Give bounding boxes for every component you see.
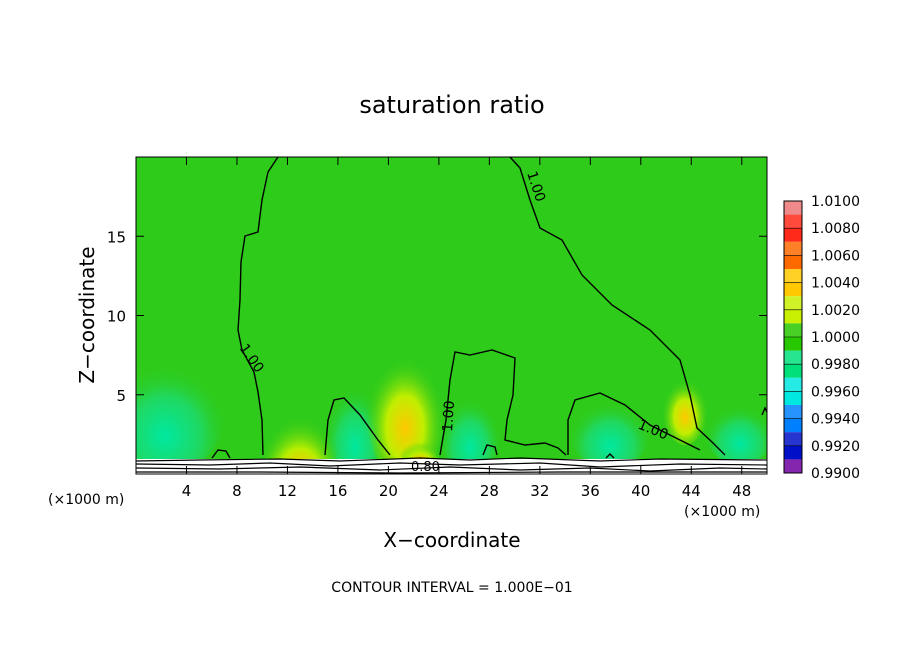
x-unit-left: (×1000 m) [48, 492, 124, 508]
contour-bump3 [567, 392, 701, 455]
colorbar: 1.0100 1.0080 1.0060 1.0040 1.0020 1.0000 0.99… [783, 194, 860, 482]
contour-left [237, 157, 279, 456]
contour-blip [761, 406, 767, 416]
colorbar-label: 0.9940 [811, 412, 860, 428]
x-axis-label: X−coordinate [383, 528, 520, 552]
colorbar-swatch [784, 391, 802, 405]
surface-contours [136, 457, 767, 474]
contour-interval-note: CONTOUR INTERVAL = 1.000E−01 [331, 580, 572, 596]
colorbar-swatch [784, 255, 802, 269]
colorbar-swatch [784, 337, 802, 351]
colorbar-label: 1.0000 [811, 330, 860, 346]
moist-patch [570, 390, 650, 470]
colorbar-label: 1.0100 [811, 194, 860, 210]
colorbar-swatch [784, 228, 802, 242]
colorbar-swatch [784, 418, 802, 433]
contour-blip [605, 453, 615, 459]
x-tick-label: 24 [429, 482, 448, 500]
colorbar-swatch [784, 364, 802, 378]
warm-patch [262, 380, 338, 474]
colorbar-label: 0.9960 [811, 384, 860, 400]
chart-title: saturation ratio [359, 91, 544, 119]
contour-label: 1.00 [440, 400, 458, 432]
moist-patch [705, 395, 767, 465]
x-tick-label: 16 [328, 482, 347, 500]
colorbar-swatch [784, 350, 802, 365]
contour-blip [482, 444, 498, 456]
colorbar-swatch [784, 282, 802, 297]
colorbar-swatch [784, 377, 802, 392]
y-axis-ticks: 5 10 15 [107, 228, 767, 405]
colorbar-label: 0.9920 [811, 439, 860, 455]
colorbar-swatch [784, 459, 802, 473]
warm-patch [663, 375, 707, 445]
contour-blip [211, 449, 231, 459]
colorbar-swatch [784, 269, 802, 283]
contour-label: 0.80 [411, 460, 440, 475]
x-tick-label: 44 [682, 482, 701, 500]
contour-bump1 [324, 397, 391, 456]
colorbar-label: 0.9900 [811, 466, 860, 482]
x-tick-label: 12 [278, 482, 297, 500]
colorbar-label: 1.0020 [811, 303, 860, 319]
y-tick-label: 15 [107, 228, 126, 246]
x-tick-label: 40 [631, 482, 650, 500]
colorbar-label: 1.0040 [811, 276, 860, 292]
contour-bump2 [439, 349, 567, 456]
x-tick-label: 4 [182, 482, 192, 500]
colorbar-label: 1.0080 [811, 221, 860, 237]
x-axis-ticks: 4 8 12 16 20 24 28 32 36 40 44 48 [182, 157, 751, 500]
y-tick-label: 5 [116, 387, 126, 405]
x-tick-label: 8 [232, 482, 242, 500]
colorbar-label: 1.0060 [811, 248, 860, 264]
contour-main [509, 157, 726, 456]
colorbar-swatch [784, 201, 802, 215]
x-tick-label: 48 [732, 482, 751, 500]
colorbar-swatch [784, 432, 802, 446]
contour-lines [211, 157, 767, 459]
y-tick-label: 10 [107, 308, 126, 326]
colorbar-swatch [784, 241, 802, 256]
moist-patch [136, 345, 225, 474]
colorbar-swatch [784, 405, 802, 419]
colorbar-swatch [784, 214, 802, 229]
x-tick-label: 20 [379, 482, 398, 500]
y-axis-label: Z−coordinate [75, 246, 99, 383]
x-unit-right: (×1000 m) [684, 504, 760, 520]
x-tick-label: 28 [480, 482, 499, 500]
x-tick-label: 32 [530, 482, 549, 500]
x-tick-label: 36 [581, 482, 600, 500]
colorbar-label: 0.9980 [811, 357, 860, 373]
colorbar-swatch [784, 296, 802, 310]
colorbar-swatch [784, 309, 802, 324]
plot-area [136, 157, 767, 474]
colorbar-swatch [784, 323, 802, 337]
colorbar-swatch [784, 445, 802, 460]
